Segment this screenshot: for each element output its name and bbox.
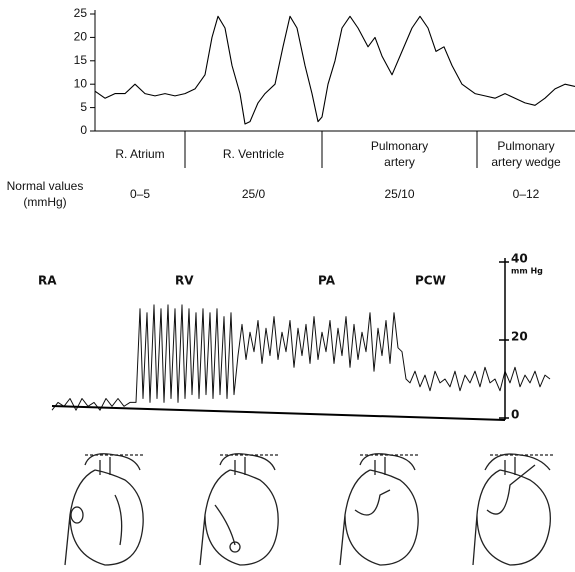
trace [51, 304, 551, 411]
y-tick-label: 10 [74, 76, 88, 90]
y-tick-label: 0 [511, 408, 519, 422]
phase-label: RA [38, 274, 57, 288]
heart-pcw [472, 453, 555, 566]
y-tick-label: 15 [74, 53, 88, 67]
y-tick-label: 20 [511, 330, 528, 344]
heart-rv [199, 453, 280, 566]
normal-value: 25/10 [384, 187, 414, 201]
heart-diagrams [64, 453, 555, 566]
normal-values-label: Normal values [7, 179, 84, 193]
y-tick-label: 5 [80, 100, 87, 114]
normal-value: 0–5 [130, 187, 150, 201]
region-label: artery [384, 155, 415, 169]
region-label: R. Atrium [115, 147, 164, 161]
normal-value: 0–12 [513, 187, 540, 201]
y-tick-label: 20 [74, 30, 88, 44]
region-label: artery wedge [491, 155, 561, 169]
region-label: Pulmonary [371, 139, 428, 153]
phase-label: RV [175, 274, 194, 288]
x-axis [51, 405, 506, 421]
phase-label: PCW [415, 274, 446, 288]
normal-values-label: (mmHg) [23, 195, 66, 209]
trace [94, 15, 575, 125]
phase-label: PA [318, 274, 336, 288]
y-tick-label: 25 [74, 6, 88, 20]
heart-pa [339, 453, 420, 566]
y-tick-label: 0 [80, 123, 87, 137]
normal-value: 25/0 [242, 187, 266, 201]
y-tick-label: 40 [511, 252, 528, 266]
y-axis-label: mm Hg [511, 267, 543, 276]
heart-ra [64, 453, 145, 566]
region-label: Pulmonary [497, 139, 554, 153]
region-label: R. Ventricle [223, 147, 285, 161]
